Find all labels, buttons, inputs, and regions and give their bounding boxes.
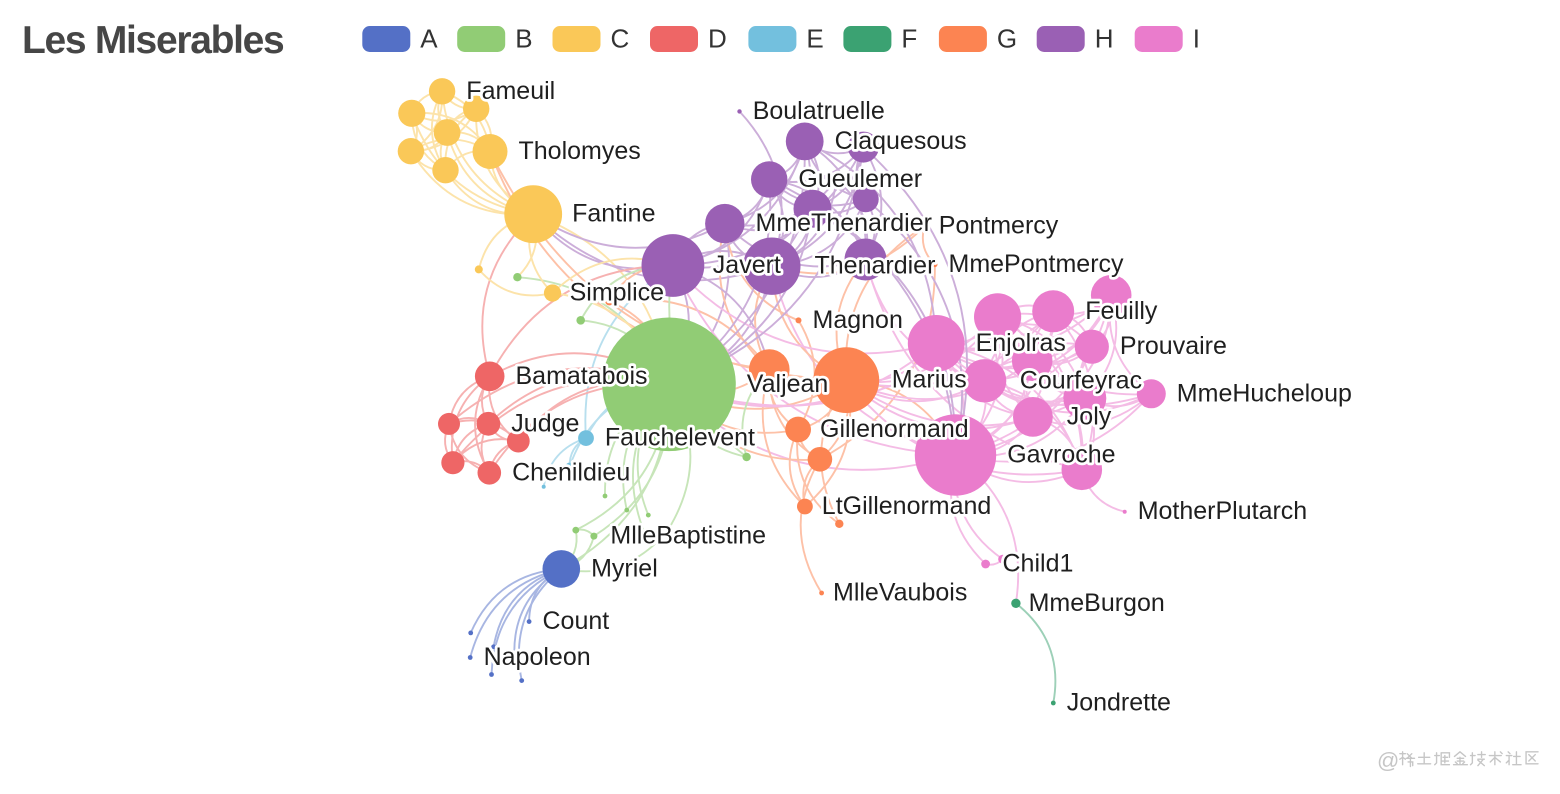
svg-text:Pontmercy: Pontmercy [939, 212, 1059, 240]
svg-text:MmePontmercy: MmePontmercy [949, 250, 1125, 278]
svg-text:B: B [515, 24, 532, 54]
svg-text:Gueulemer: Gueulemer [798, 165, 922, 193]
svg-text:Napoleon: Napoleon [484, 643, 591, 671]
svg-text:Simplice: Simplice [570, 279, 664, 307]
svg-text:Boulatruelle: Boulatruelle [753, 97, 885, 125]
svg-text:MotherPlutarch: MotherPlutarch [1138, 497, 1308, 525]
svg-text:Gavroche: Gavroche [1007, 441, 1115, 469]
svg-text:Thenardier: Thenardier [815, 252, 936, 280]
svg-text:MmeHucheloup: MmeHucheloup [1177, 379, 1352, 407]
svg-text:Feuilly: Feuilly [1085, 297, 1158, 325]
svg-text:MlleBaptistine: MlleBaptistine [610, 522, 766, 550]
svg-text:D: D [708, 24, 727, 54]
svg-text:LtGillenormand: LtGillenormand [822, 492, 992, 520]
svg-text:MmeThenardier: MmeThenardier [756, 209, 932, 237]
svg-text:@: @ [1377, 748, 1399, 773]
svg-text:MmeBurgon: MmeBurgon [1029, 589, 1165, 617]
svg-text:Chenildieu: Chenildieu [512, 458, 630, 486]
svg-text:I: I [1193, 24, 1200, 54]
svg-text:Prouvaire: Prouvaire [1120, 332, 1227, 360]
svg-text:Enjolras: Enjolras [976, 329, 1066, 357]
svg-text:Magnon: Magnon [813, 306, 903, 334]
svg-text:C: C [611, 24, 630, 54]
svg-text:Fameuil: Fameuil [466, 77, 555, 105]
svg-text:Judge: Judge [511, 409, 579, 437]
svg-text:Gillenormand: Gillenormand [820, 415, 969, 443]
svg-text:Claquesous: Claquesous [835, 127, 967, 155]
svg-text:Fantine: Fantine [572, 200, 655, 228]
svg-text:Jondrette: Jondrette [1067, 689, 1171, 717]
svg-text:Fauchelevent: Fauchelevent [605, 424, 755, 452]
svg-text:Javert: Javert [713, 251, 781, 279]
svg-text:Count: Count [543, 607, 610, 635]
svg-text:Joly: Joly [1067, 402, 1112, 430]
svg-text:Tholomyes: Tholomyes [519, 137, 641, 165]
svg-text:Bamatabois: Bamatabois [516, 362, 648, 390]
svg-text:F: F [901, 24, 917, 54]
svg-text:Marius: Marius [892, 366, 967, 394]
svg-text:Courfeyrac: Courfeyrac [1020, 366, 1142, 394]
svg-text:A: A [420, 24, 438, 54]
svg-text:Myriel: Myriel [591, 554, 658, 582]
svg-text:G: G [997, 24, 1017, 54]
svg-text:Child1: Child1 [1003, 550, 1074, 578]
svg-text:H: H [1095, 24, 1114, 54]
svg-text:E: E [806, 24, 823, 54]
svg-text:MlleVaubois: MlleVaubois [833, 579, 967, 607]
svg-text:Valjean: Valjean [747, 370, 829, 398]
svg-text:Les Miserables: Les Miserables [22, 19, 284, 62]
